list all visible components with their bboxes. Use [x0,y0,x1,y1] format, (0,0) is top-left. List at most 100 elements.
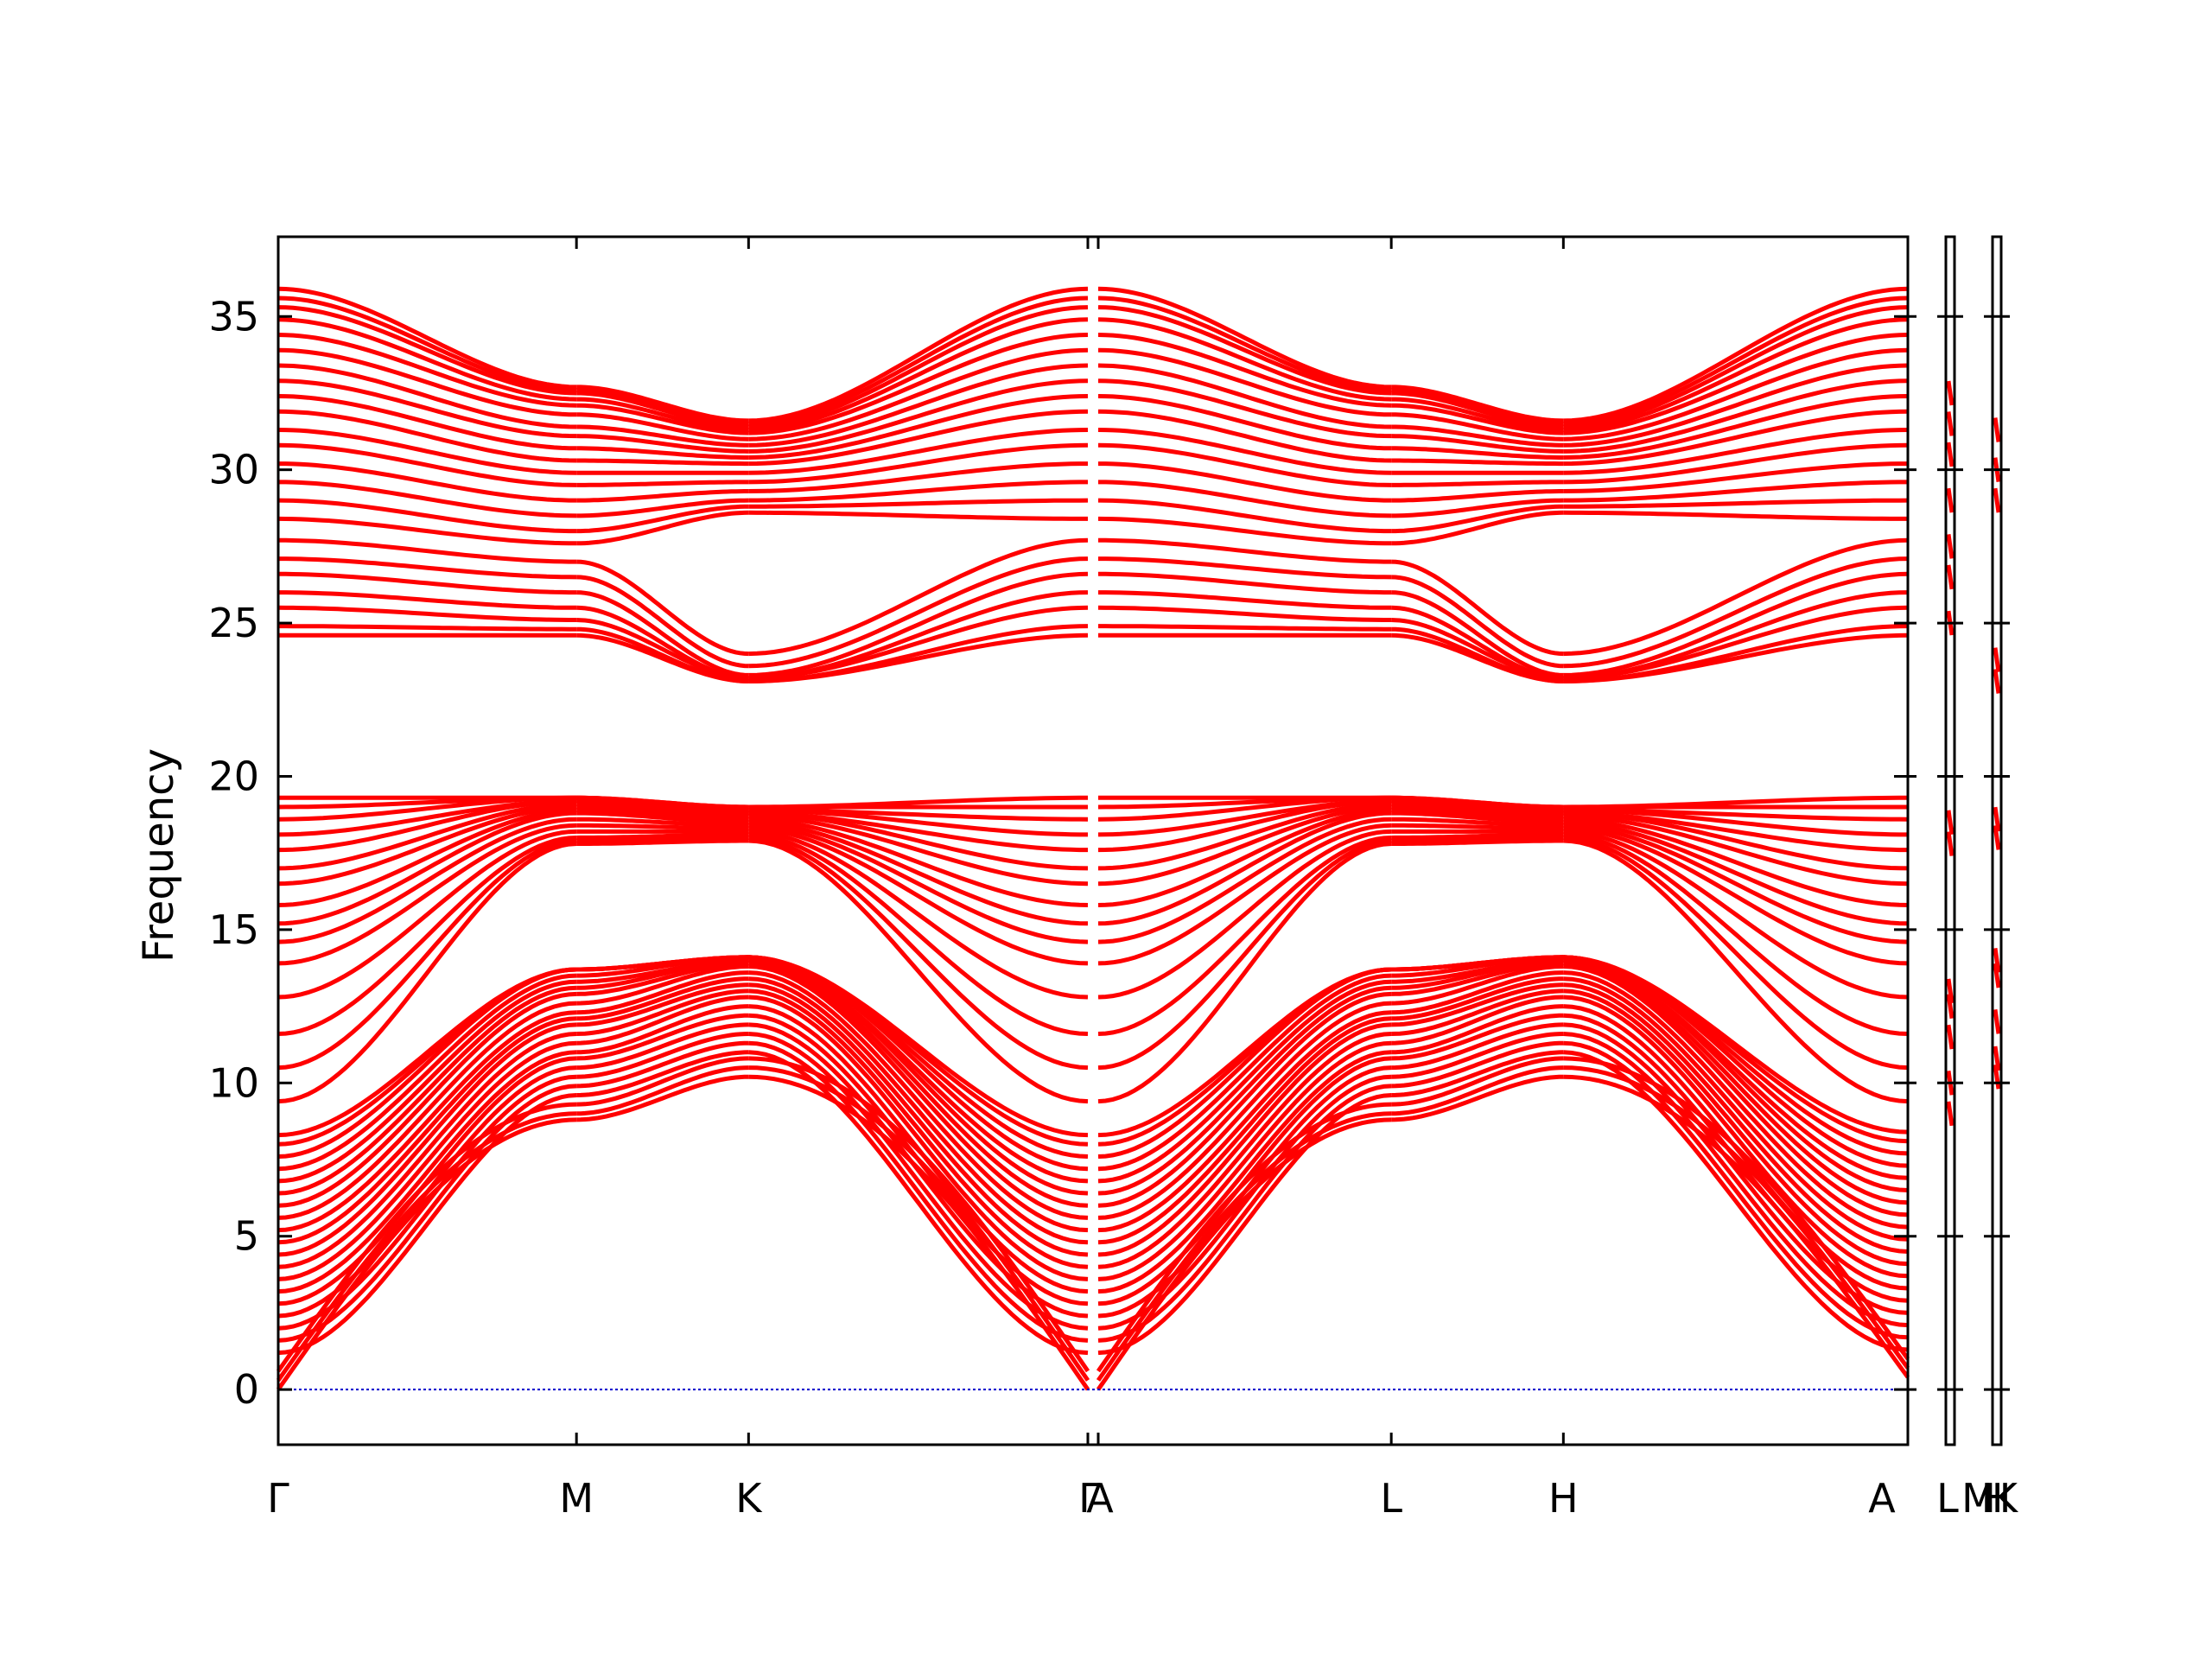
band-optical-high [576,480,749,487]
side-band-mark [1993,825,2001,850]
band-optical-low [1563,795,1908,810]
band-optical-high [1563,363,1909,448]
side-band-mark [1946,380,1955,406]
band-acoustic [748,976,1089,1245]
band-optical-low [1391,808,1564,822]
band-optical-low [277,838,577,1071]
band-optical-high [1391,397,1564,432]
band-optical-high [277,296,577,392]
band-optical-high [748,378,1089,454]
band-optical-high [1097,305,1392,396]
band-optical-high [1391,434,1564,454]
band-optical-high [277,305,577,396]
band-optical-high [1391,559,1564,657]
band-optical-low [576,795,749,810]
band-optical-high [748,428,1089,475]
band-acoustic [576,955,749,972]
band-optical-high [277,605,577,622]
band-optical-high [1563,556,1909,669]
band-acoustic [748,957,1089,1184]
side-band-mark [1993,487,2001,513]
band-optical-low [748,823,1089,944]
band-acoustic [1097,1084,1392,1343]
band-optical-high [1097,442,1392,487]
band-optical-high [277,498,577,534]
band-acoustic [277,1016,577,1245]
band-optical-low [1563,829,1909,1000]
band-optical-low [277,804,577,887]
band-optical-high [1097,333,1392,408]
band-optical-low [1097,829,1392,1000]
band-optical-low [1391,795,1564,810]
band-optical-low [748,838,1089,1104]
band-optical-high [1098,571,1392,595]
band-acoustic [1391,1013,1564,1061]
band-optical-high [1391,626,1564,683]
band-optical-low [1391,823,1564,831]
band-optical-low [1097,808,1392,907]
band-optical-high [278,624,577,632]
band-acoustic [1563,1032,1909,1328]
band-optical-high [576,489,749,503]
band-acoustic [1563,955,1909,1135]
band-optical-high [748,510,1088,521]
band-optical-low [1563,823,1909,944]
band-optical-high [576,403,749,435]
x-tick-label: L [1380,1475,1402,1522]
band-optical-low [576,823,749,831]
x-tick-label: L [1936,1475,1959,1522]
band-optical-high [576,575,749,669]
band-optical-high [1563,510,1908,521]
x-tick-label: M [1961,1475,1996,1522]
y-tick-label: 25 [208,600,259,646]
band-acoustic [1097,973,1392,1172]
band-optical-low [748,814,1089,887]
band-optical-low [576,808,749,822]
band-optical-high [278,461,577,503]
band-acoustic [1097,979,1392,1184]
band-acoustic [277,973,577,1172]
band-optical-high [1563,394,1909,460]
band-optical-high [576,391,749,429]
band-acoustic [576,1074,749,1122]
band-optical-low [1391,817,1564,828]
band-acoustic [576,1065,749,1116]
x-tick-label: A [1868,1475,1896,1522]
band-optical-high [1563,333,1909,435]
band-optical-high [576,446,749,460]
y-tick-label: 5 [234,1213,259,1260]
band-acoustic [576,1032,749,1079]
band-optical-high [1097,347,1392,417]
band-optical-high [748,556,1089,669]
band-acoustic [1391,995,1564,1046]
band-acoustic [1391,1022,1564,1071]
side-band-mark [1993,963,2001,988]
band-acoustic [576,1056,749,1107]
band-optical-high [1097,605,1392,622]
band-acoustic [1563,1065,1910,1370]
band-optical-low [277,798,577,837]
band-optical-high [1098,461,1392,503]
band-optical-high [1097,286,1392,390]
band-optical-high [277,442,577,487]
side-band-mark [1993,417,2001,442]
band-acoustic [277,1065,577,1319]
band-optical-low [1563,826,1909,966]
band-optical-high [576,385,749,423]
band-acoustic [1391,961,1564,996]
band-optical-low [277,829,577,1000]
band-optical-high [576,590,749,677]
band-optical-high [1391,391,1564,429]
x-tick-label: H [1981,1475,2012,1522]
band-acoustic [277,1001,577,1220]
side-panel-frame-1 [1944,235,1956,1446]
band-optical-high [277,363,577,429]
band-optical-high [277,516,577,546]
band-optical-high [1563,378,1909,454]
band-acoustic [1097,1016,1392,1245]
side-band-mark [1946,411,1955,436]
band-optical-low [1097,842,1392,1104]
band-optical-high [576,559,749,657]
band-optical-low [748,808,1089,822]
